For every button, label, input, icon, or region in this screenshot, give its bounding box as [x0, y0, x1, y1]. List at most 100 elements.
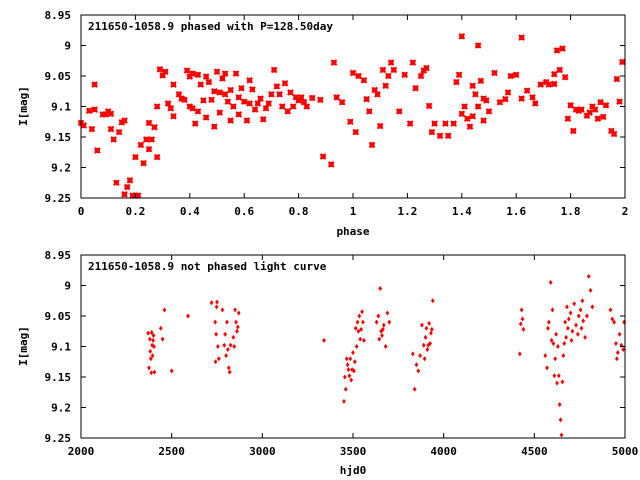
phased-data-point [480, 117, 487, 124]
phased-x-tick-label: 1.2 [397, 205, 417, 218]
unphased-data-point [559, 432, 564, 438]
unphased-data-point [570, 328, 575, 334]
phased-data-point [594, 115, 602, 123]
phased-y-tick-label: 8.95 [45, 9, 72, 22]
phased-data-point [268, 90, 275, 98]
phased-data-point [474, 42, 482, 49]
unphased-x-tick-label: 3500 [340, 445, 367, 458]
unphased-data-point [621, 347, 626, 353]
unphased-data-point [543, 353, 548, 359]
unphased-data-point [160, 336, 165, 342]
phased-data-point [270, 66, 278, 74]
unphased-data-point [556, 344, 560, 349]
unphased-data-point [565, 304, 569, 310]
unphased-data-point [518, 321, 523, 327]
phased-data-point [194, 71, 202, 79]
phased-data-point [401, 71, 408, 79]
unphased-data-point [376, 313, 381, 319]
phased-data-point [385, 72, 392, 80]
phased-data-point [428, 128, 436, 136]
unphased-data-point [562, 340, 567, 346]
unphased-data-point [228, 342, 233, 348]
phased-data-point [379, 66, 387, 74]
phased-data-point [303, 103, 311, 110]
unphased-data-point [580, 298, 585, 304]
unphased-y-tick-label: 9.15 [45, 371, 72, 384]
unphased-data-point [422, 356, 427, 362]
unphased-data-point [169, 368, 174, 374]
phased-data-point [308, 94, 316, 102]
phased-data-point [110, 136, 117, 143]
unphased-x-tick-label: 3000 [249, 445, 276, 458]
phased-chart-title: 211650-1058.9 phased with P=128.50day [88, 20, 333, 33]
phased-data-point [153, 153, 161, 161]
phased-data-point [482, 97, 490, 104]
unphased-data-point [342, 374, 347, 380]
phased-data-point [235, 111, 243, 118]
phased-data-point [276, 90, 283, 98]
unphased-y-tick-label: 9 [64, 280, 71, 293]
phased-data-point [409, 59, 417, 66]
phased-data-point [254, 100, 262, 107]
phased-data-point [107, 110, 115, 118]
unphased-data-point [343, 386, 348, 392]
phased-data-point [88, 125, 96, 133]
unphased-data-point [583, 334, 587, 340]
phased-y-tick-label: 9.1 [51, 101, 71, 114]
unphased-data-point [614, 356, 619, 362]
unphased-data-point [385, 310, 390, 316]
phased-data-point [613, 75, 621, 83]
unphased-data-point [344, 356, 349, 362]
phased-x-tick-label: 1.8 [561, 205, 581, 218]
phased-data-point [469, 112, 476, 120]
phased-data-point [115, 128, 123, 136]
unphased-data-point [378, 286, 383, 292]
phased-x-tick-label: 1.4 [452, 205, 472, 218]
unphased-data-point [575, 331, 580, 337]
phased-x-tick-label: 0.8 [289, 205, 309, 218]
unphased-data-point [213, 359, 218, 365]
unphased-data-point [231, 334, 236, 340]
phased-data-point [545, 81, 553, 88]
phased-data-point [458, 110, 466, 118]
unphased-data-point [232, 344, 237, 349]
unphased-data-point [359, 326, 364, 332]
phased-data-point [512, 71, 520, 79]
unphased-data-point [561, 353, 566, 359]
unphased-data-point [151, 337, 156, 343]
unphased-data-point [226, 347, 230, 353]
unphased-data-point [381, 326, 385, 332]
unphased-data-point [416, 368, 421, 374]
phased-data-point [137, 141, 145, 149]
unphased-data-point [560, 379, 565, 385]
phased-data-point [227, 86, 234, 94]
phased-data-point [162, 68, 169, 76]
phased-data-point [485, 108, 493, 115]
phased-data-point [194, 108, 202, 115]
phased-data-point [230, 103, 237, 110]
unphased-data-point [554, 331, 558, 337]
unphased-x-tick-label: 4500 [521, 445, 548, 458]
unphased-ticks: 2000 2500 3000 3500 4000 4500 5000 8.95 9 9.05 9.1… [45, 249, 639, 458]
unphased-points [146, 273, 626, 438]
unphased-data-point [342, 398, 346, 404]
phased-data-point [205, 78, 213, 86]
phased-data-point [474, 103, 482, 110]
phased-data-point [278, 103, 286, 110]
phased-data-point [142, 136, 150, 143]
unphased-data-point [566, 316, 571, 322]
phased-data-point [319, 153, 327, 160]
unphased-data-point [568, 310, 573, 316]
phased-data-point [496, 98, 504, 106]
phased-data-point [80, 122, 88, 129]
unphased-data-point [349, 377, 354, 383]
phased-data-point [243, 117, 251, 124]
unphased-data-point [520, 316, 525, 322]
phased-data-point [453, 78, 460, 86]
phased-plot-frame [80, 14, 626, 199]
unphased-data-point [236, 310, 241, 316]
phased-data-point [550, 80, 558, 88]
phased-data-point [164, 100, 172, 107]
unphased-x-tick-label: 4000 [430, 445, 457, 458]
phased-x-tick-label: 0.2 [125, 205, 145, 218]
